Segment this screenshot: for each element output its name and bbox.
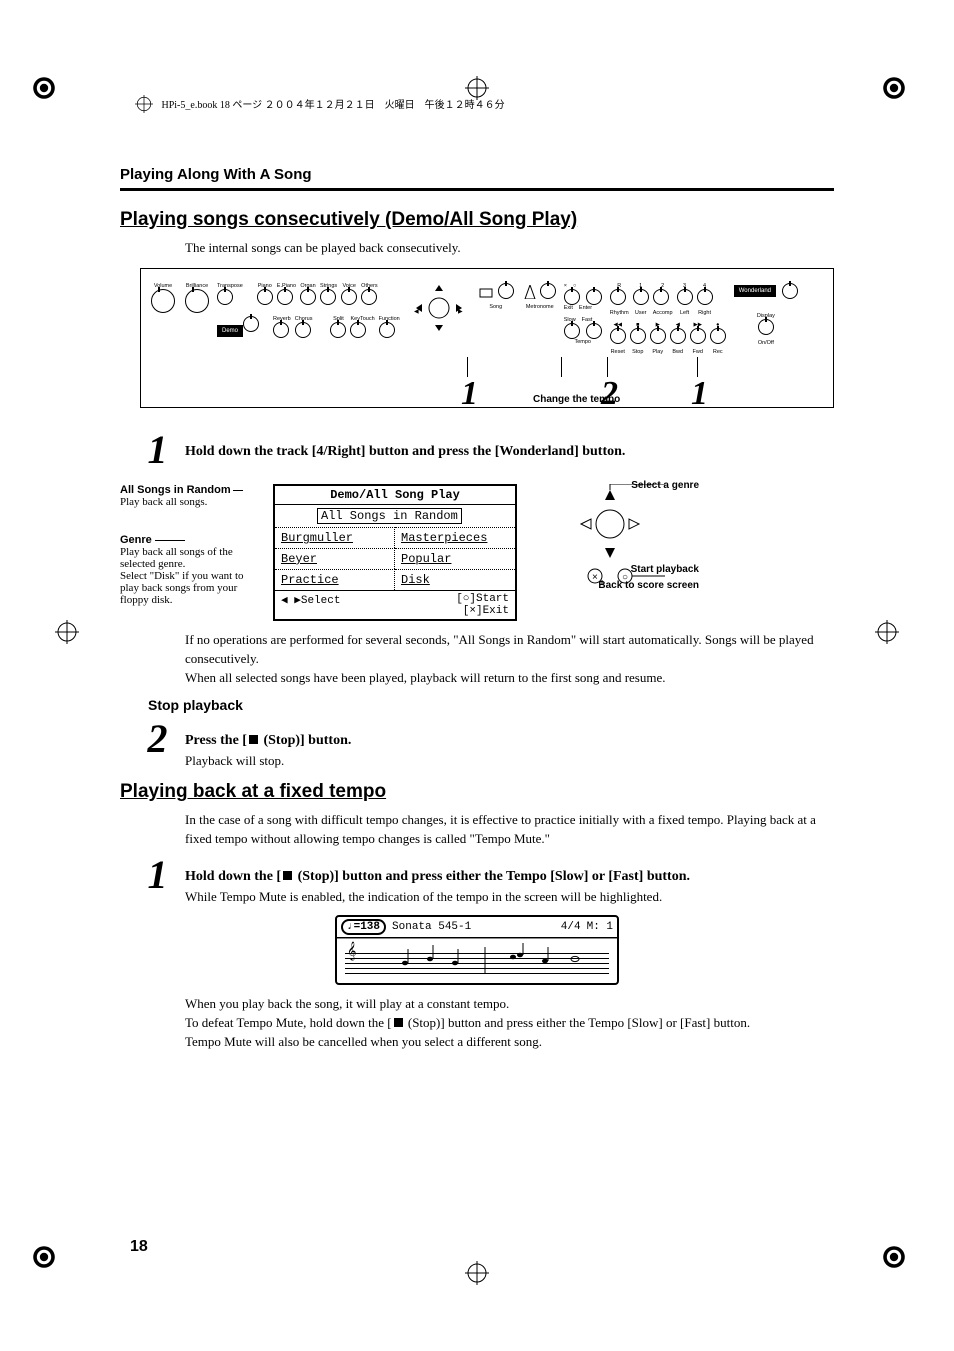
section2-step1-text: Hold down the [ (Stop)] button and press… (185, 855, 834, 905)
printer-mark-bl (32, 1245, 72, 1285)
dpad-start: Start playback (631, 564, 699, 575)
register-mark-icon (135, 95, 153, 113)
register-mark-top (465, 76, 489, 100)
stop-icon (249, 735, 258, 744)
step2-after: Playback will stop. (185, 753, 834, 769)
panel-diagram: Volume Brilliance Transpose Piano E.Pian… (140, 268, 834, 408)
header-rule (120, 188, 834, 191)
section2-step1-number: 1 (130, 855, 185, 895)
section2-p4: To defeat Tempo Mute, hold down the [ (S… (185, 1014, 834, 1033)
register-mark-right (875, 620, 899, 644)
step1-number: 1 (130, 430, 185, 470)
score-notes-icon (345, 939, 605, 983)
lcd-cell: Masterpieces (395, 527, 515, 548)
register-mark-bottom (465, 1261, 489, 1285)
section2-p3: When you play back the song, it will pla… (185, 995, 834, 1014)
metronome-icon (524, 285, 536, 299)
printer-mark-br (882, 1245, 922, 1285)
genre-label: Genre (120, 534, 152, 546)
cursor-dpad-icon: ◀▶ (414, 283, 464, 333)
page-number: 18 (130, 1238, 148, 1256)
score-title: Sonata 545-1 (392, 921, 471, 933)
score-timesig: 4/4 (561, 921, 581, 933)
stop-icon (394, 1018, 403, 1027)
lcd-cell: Beyer (275, 548, 395, 569)
running-head: Playing Along With A Song (120, 166, 834, 183)
section2-p2: While Tempo Mute is enabled, the indicat… (185, 889, 834, 905)
panel-callout-2: 2 (601, 375, 618, 413)
panel-callout-1a: 1 (461, 375, 478, 413)
svg-text:▶: ▶ (458, 309, 463, 315)
step2-text: Press the [ (Stop)] button. Playback wil… (185, 719, 834, 769)
register-mark-left (55, 620, 79, 644)
section2-p5: Tempo Mute will also be cancelled when y… (185, 1033, 834, 1052)
svg-text:×: × (592, 572, 598, 583)
printer-mark-tr (882, 76, 922, 116)
panel-callout-1b: 1 (691, 375, 708, 413)
score-measure: M: 1 (587, 921, 613, 933)
genre-desc: Play back all songs of the selected genr… (120, 546, 255, 606)
printer-mark-tl (32, 76, 72, 116)
step2-number: 2 (130, 719, 185, 759)
stop-icon (283, 871, 292, 880)
lcd-cell: Practice (275, 569, 395, 590)
lcd-cell: Disk (395, 569, 515, 590)
score-lcd: ♩=138 Sonata 545-1 4/4 M: 1 𝄞 (335, 915, 619, 985)
svg-text:◀: ◀ (414, 309, 419, 315)
lcd-foot-left: ◀ ▶Select (281, 593, 340, 617)
dpad-back: Back to score screen (598, 580, 699, 591)
section2-title: Playing back at a fixed tempo (120, 781, 834, 803)
section1-intro: The internal songs can be played back co… (185, 239, 834, 258)
stop-playback-head: Stop playback (148, 697, 834, 713)
section1-after1: If no operations are performed for sever… (185, 631, 834, 669)
lcd-screen: Demo/All Song Play All Songs in Random B… (273, 484, 517, 621)
lcd-selected: All Songs in Random (317, 508, 462, 524)
lcd-foot-exit: [×]Exit (463, 605, 509, 617)
section2-p1: In the case of a song with difficult tem… (185, 811, 834, 849)
score-tempo: ♩=138 (341, 919, 386, 935)
all-songs-label: All Songs in Random (120, 484, 231, 496)
lcd-title: Demo/All Song Play (275, 486, 515, 505)
dpad-select-genre: Select a genre (631, 480, 699, 491)
all-songs-desc: Play back all songs. (120, 496, 255, 508)
lcd-cell: Popular (395, 548, 515, 569)
section1-after2: When all selected songs have been played… (185, 669, 834, 688)
section1-title: Playing songs consecutively (Demo/All So… (120, 209, 834, 231)
step1-text: Hold down the track [4/Right] button and… (185, 430, 834, 460)
lcd-foot-start: [○]Start (456, 593, 509, 605)
book-info-text: HPi-5_e.book 18 ページ ２００４年１２月２１日 火曜日 午後１２… (162, 100, 505, 111)
song-icon (478, 287, 494, 299)
lcd-cell: Burgmuller (275, 527, 395, 548)
